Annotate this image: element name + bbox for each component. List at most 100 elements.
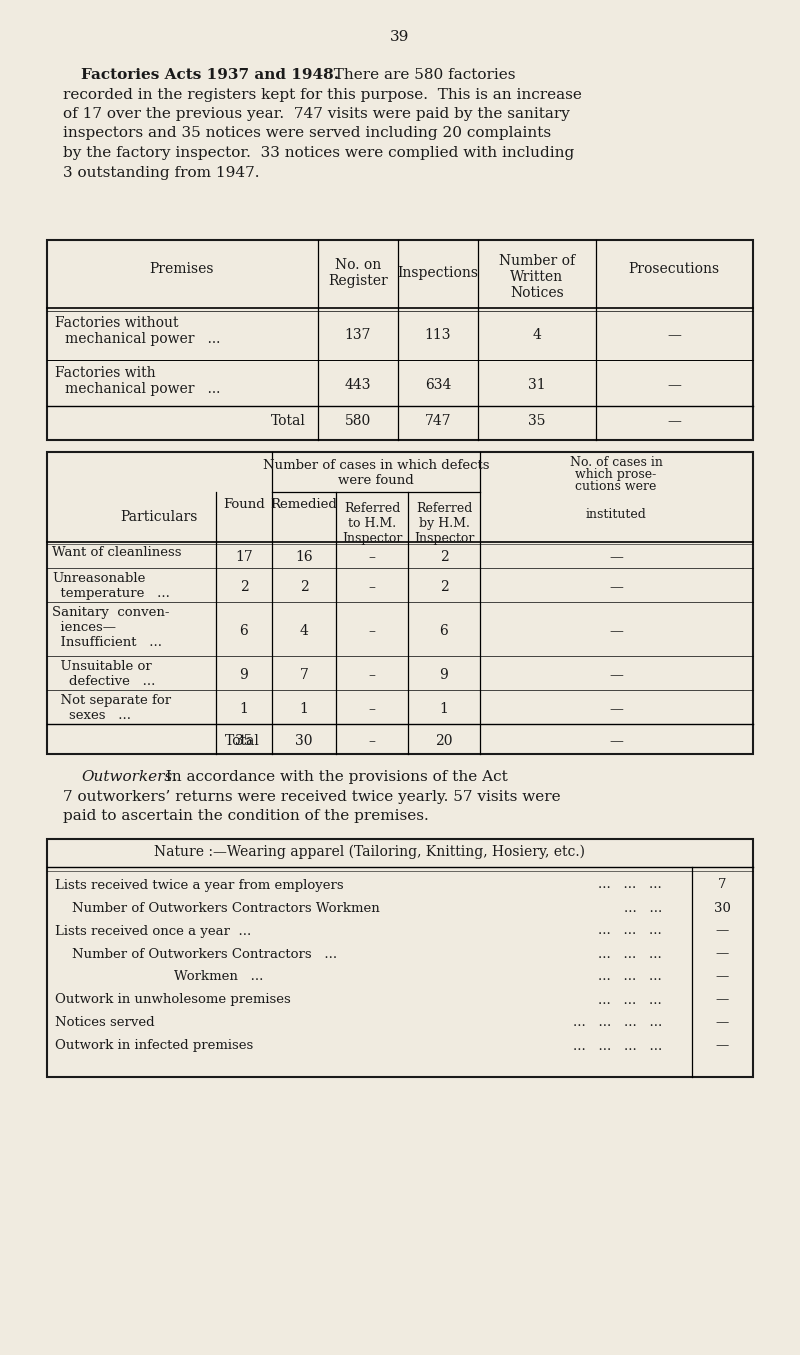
Text: 6: 6 (440, 625, 448, 638)
Text: —: — (715, 970, 729, 984)
Text: ...   ...   ...   ...: ... ... ... ... (573, 1016, 662, 1030)
Text: ...   ...   ...: ... ... ... (598, 924, 662, 938)
Text: 35: 35 (528, 415, 546, 428)
Text: –: – (369, 668, 375, 682)
Text: Lists received twice a year from employers: Lists received twice a year from employe… (55, 878, 344, 892)
Text: Not separate for
    sexes   ...: Not separate for sexes ... (52, 694, 171, 722)
Text: Inspections: Inspections (398, 266, 478, 280)
Text: —: — (609, 702, 623, 715)
Text: cutions were: cutions were (575, 480, 657, 493)
Text: Remedied: Remedied (270, 499, 338, 511)
Text: 443: 443 (345, 378, 371, 392)
Text: –: – (369, 702, 375, 715)
Text: by the factory inspector.  33 notices were complied with including: by the factory inspector. 33 notices wer… (63, 146, 574, 160)
Text: Outwork in unwholesome premises: Outwork in unwholesome premises (55, 993, 290, 1007)
Text: —: — (667, 378, 681, 392)
Text: 30: 30 (714, 901, 730, 915)
Text: 20: 20 (435, 734, 453, 748)
Text: 3 outstanding from 1947.: 3 outstanding from 1947. (63, 165, 259, 179)
Text: Outworkers.: Outworkers. (81, 770, 177, 785)
Text: recorded in the registers kept for this purpose.  This is an increase: recorded in the registers kept for this … (63, 88, 582, 102)
Text: 7 outworkers’ returns were received twice yearly. 57 visits were: 7 outworkers’ returns were received twic… (63, 790, 561, 804)
Text: Total: Total (271, 415, 306, 428)
Text: —: — (715, 993, 729, 1007)
Text: Outwork in infected premises: Outwork in infected premises (55, 1039, 254, 1053)
Text: ...   ...   ...   ...: ... ... ... ... (573, 1039, 662, 1053)
Text: 580: 580 (345, 415, 371, 428)
Text: Factories Acts 1937 and 1948.: Factories Acts 1937 and 1948. (81, 68, 339, 83)
Text: Number of Outworkers Contractors Workmen: Number of Outworkers Contractors Workmen (55, 901, 380, 915)
Text: ...   ...   ...: ... ... ... (598, 993, 662, 1007)
Text: —: — (609, 625, 623, 638)
Text: Number of cases in which defects: Number of cases in which defects (262, 459, 490, 472)
Text: There are 580 factories: There are 580 factories (324, 68, 515, 83)
Text: 16: 16 (295, 550, 313, 564)
Bar (47, 453, 753, 753)
Text: —: — (715, 947, 729, 961)
Text: Number of Outworkers Contractors   ...: Number of Outworkers Contractors ... (55, 947, 337, 961)
Text: 7: 7 (718, 878, 726, 892)
Text: Total: Total (225, 734, 260, 748)
Text: –: – (369, 625, 375, 638)
Text: Particulars: Particulars (120, 509, 198, 524)
Text: —: — (715, 1016, 729, 1030)
Text: Notices served: Notices served (55, 1016, 154, 1030)
Text: paid to ascertain the condition of the premises.: paid to ascertain the condition of the p… (63, 809, 429, 822)
Text: —: — (609, 668, 623, 682)
Text: of 17 over the previous year.  747 visits were paid by the sanitary: of 17 over the previous year. 747 visits… (63, 107, 570, 121)
Text: 2: 2 (440, 550, 448, 564)
Text: 39: 39 (390, 30, 410, 43)
Text: Referred
to H.M.
Inspector: Referred to H.M. Inspector (342, 501, 402, 545)
Text: No. on
Register: No. on Register (328, 257, 388, 289)
Text: Want of cleanliness: Want of cleanliness (52, 546, 182, 560)
Text: —: — (609, 580, 623, 593)
Text: Factories with: Factories with (55, 366, 156, 379)
Text: 31: 31 (528, 378, 546, 392)
Text: Found: Found (223, 499, 265, 511)
Text: 137: 137 (345, 328, 371, 341)
Text: 6: 6 (240, 625, 248, 638)
Text: 2: 2 (300, 580, 308, 593)
Text: mechanical power   ...: mechanical power ... (65, 332, 220, 346)
Text: Sanitary  conven-
  iences—
  Insufficient   ...: Sanitary conven- iences— Insufficient ..… (52, 606, 170, 649)
Text: Premises: Premises (150, 262, 214, 276)
Text: 1: 1 (239, 702, 249, 715)
Text: In accordance with the provisions of the Act: In accordance with the provisions of the… (156, 770, 508, 785)
Text: ...   ...   ...: ... ... ... (598, 947, 662, 961)
Text: 30: 30 (295, 734, 313, 748)
Text: 35: 35 (235, 734, 253, 748)
Text: ...   ...: ... ... (624, 901, 662, 915)
Text: 1: 1 (299, 702, 309, 715)
Text: —: — (667, 328, 681, 341)
Text: —: — (667, 415, 681, 428)
Text: Lists received once a year  ...: Lists received once a year ... (55, 924, 251, 938)
Text: Unreasonable
  temperature   ...: Unreasonable temperature ... (52, 572, 170, 600)
Text: inspectors and 35 notices were served including 20 complaints: inspectors and 35 notices were served in… (63, 126, 551, 141)
Text: —: — (715, 1039, 729, 1053)
Text: 17: 17 (235, 550, 253, 564)
Text: 7: 7 (299, 668, 309, 682)
Text: Workmen   ...: Workmen ... (55, 970, 263, 984)
Text: Number of
Written
Notices: Number of Written Notices (499, 253, 575, 301)
Text: —: — (609, 550, 623, 564)
Text: ...   ...   ...: ... ... ... (598, 878, 662, 892)
Text: No. of cases in: No. of cases in (570, 457, 662, 469)
Text: 113: 113 (425, 328, 451, 341)
Text: —: — (609, 734, 623, 748)
Text: 9: 9 (240, 668, 248, 682)
Text: Nature :—Wearing apparel (Tailoring, Knitting, Hosiery, etc.): Nature :—Wearing apparel (Tailoring, Kni… (154, 844, 585, 859)
Text: Referred
by H.M.
Inspector: Referred by H.M. Inspector (414, 501, 474, 545)
Text: Prosecutions: Prosecutions (629, 262, 719, 276)
Text: —: — (715, 924, 729, 938)
Text: instituted: instituted (586, 508, 646, 522)
Text: which prose-: which prose- (575, 467, 657, 481)
Bar (47, 240, 753, 440)
Text: 747: 747 (425, 415, 451, 428)
Text: 634: 634 (425, 378, 451, 392)
Text: 4: 4 (299, 625, 309, 638)
Text: Unsuitable or
    defective   ...: Unsuitable or defective ... (52, 660, 155, 688)
Text: mechanical power   ...: mechanical power ... (65, 382, 220, 396)
Text: –: – (369, 734, 375, 748)
Text: 9: 9 (440, 668, 448, 682)
Text: were found: were found (338, 474, 414, 486)
